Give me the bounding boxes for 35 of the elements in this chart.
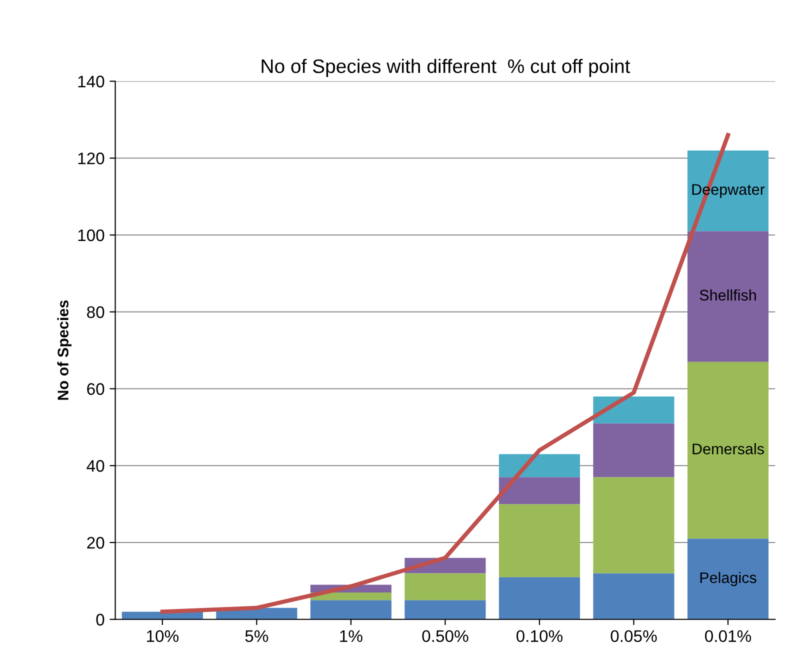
bar (593, 396, 674, 424)
bar (593, 423, 674, 478)
chart-title: No of Species with different % cut off point (262, 58, 630, 77)
y-tick-label: 60 (87, 383, 104, 395)
bar (687, 538, 769, 620)
bar (310, 600, 392, 620)
x-tick-label: 10% (147, 630, 178, 642)
y-tick-label: 40 (86, 460, 104, 472)
x-tick-label: 0.50% (422, 630, 468, 642)
x-tick-label: 0.10% (516, 630, 562, 642)
x-tick-label: 5% (245, 630, 268, 642)
series-label: Demersals (692, 443, 764, 454)
bar (593, 573, 674, 620)
y-tick-label: 100 (78, 229, 104, 242)
bar (498, 577, 580, 620)
bar (498, 504, 580, 578)
y-tick-label: 20 (87, 536, 104, 549)
bar (404, 573, 486, 600)
bar (498, 477, 580, 504)
y-tick-label: 80 (87, 306, 104, 318)
bar (687, 231, 769, 362)
bar (687, 362, 769, 539)
series-label: Shellfish (700, 289, 756, 301)
x-tick-label: 0.01% (705, 630, 752, 642)
y-tick-label: 140 (78, 76, 104, 88)
x-tick-label: 1% (340, 630, 362, 642)
bar (687, 150, 769, 232)
y-tick-label: 0 (96, 614, 104, 626)
y-tick-label: 120 (78, 152, 104, 164)
y-axis-title: No of Species (57, 300, 72, 400)
series-label: Pelagics (700, 572, 756, 586)
bar (498, 454, 580, 478)
bar (593, 477, 674, 574)
x-tick-label: 0.05% (610, 630, 657, 642)
bar (404, 600, 486, 620)
